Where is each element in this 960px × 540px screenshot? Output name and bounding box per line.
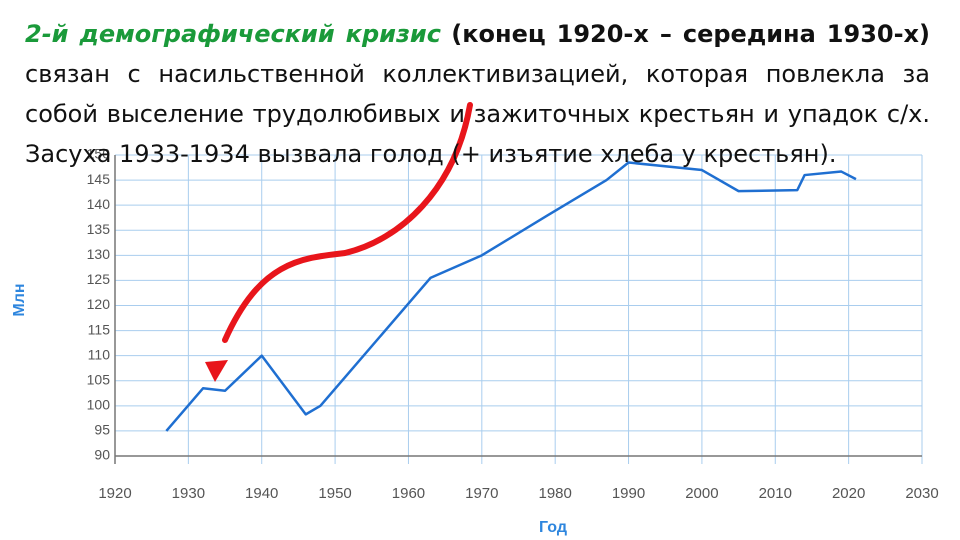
x-tick-label: 1920 <box>98 485 131 502</box>
paragraph: 2-й демографический кризис (конец 1920-х… <box>25 14 930 174</box>
y-tick-label: 120 <box>87 296 111 312</box>
green-heading: 2-й демографический кризис <box>25 20 441 48</box>
x-tick-label: 1990 <box>612 485 645 502</box>
arrow <box>222 102 473 343</box>
y-tick-label: 115 <box>88 321 111 337</box>
y-tick-label: 95 <box>94 422 110 438</box>
y-axis-label: Млн <box>11 283 28 316</box>
x-tick-label: 1980 <box>538 485 571 502</box>
x-tick-label: 1940 <box>245 485 278 502</box>
x-axis-label: Год <box>539 519 567 536</box>
x-tick-label: 2030 <box>905 485 938 502</box>
bold-heading: (конец 1920-х – середина 1930-х) <box>451 20 930 48</box>
y-tick-label: 145 <box>87 171 111 187</box>
y-tick-label: 110 <box>88 346 111 362</box>
x-tick-label: 2000 <box>685 485 718 502</box>
x-tick-label: 1930 <box>172 485 205 502</box>
y-tick-label: 135 <box>87 221 111 237</box>
data-line <box>165 161 857 432</box>
y-tick-label: 125 <box>87 271 111 287</box>
plot: 90 95 100 105 110 115 120 125 130 135 140 145 150 192… <box>87 146 939 502</box>
x-tick-label: 2020 <box>832 485 865 502</box>
y-tick-label: 105 <box>87 371 111 387</box>
x-tick-label: 1970 <box>465 485 498 502</box>
text-backdrop <box>0 0 960 130</box>
body-text: связан с насильственной коллективизацией… <box>25 60 930 168</box>
x-tick-label: 1950 <box>318 485 351 502</box>
x-tick-label: 1960 <box>392 485 425 502</box>
y-tick-label: 150 <box>87 146 111 162</box>
arrow-head <box>205 360 228 382</box>
x-tick-label: 2010 <box>759 485 792 502</box>
y-tick-label: 90 <box>94 447 110 463</box>
y-tick-label: 140 <box>87 196 111 212</box>
y-tick-label: 100 <box>87 397 111 413</box>
y-tick-label: 130 <box>87 246 111 262</box>
